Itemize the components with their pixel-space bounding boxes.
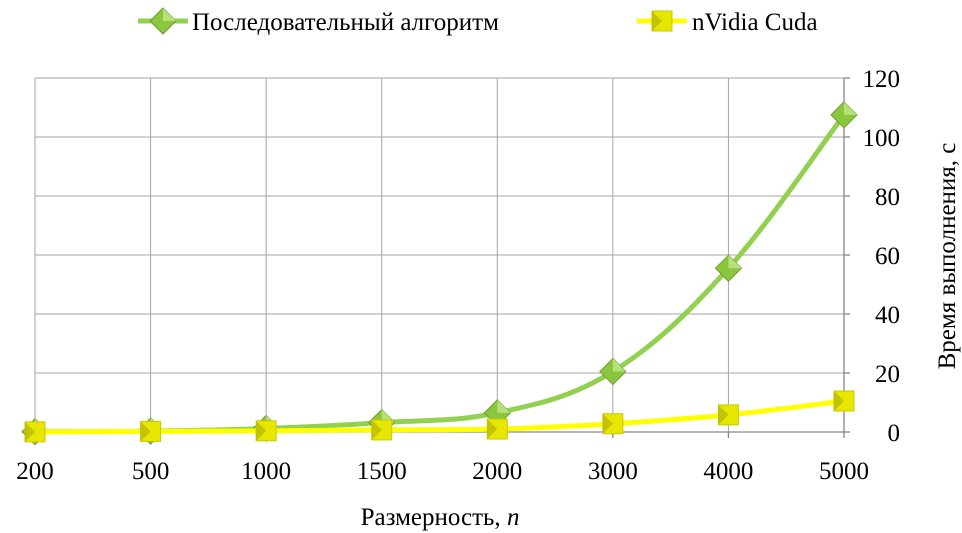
square-point-shade <box>25 421 35 442</box>
legend-label: nVidia Cuda <box>692 9 818 36</box>
x-axis-title-variable: n <box>507 504 520 531</box>
chart-legend: Последовательный алгоритм nVidia Cuda <box>138 7 818 36</box>
legend-item: Последовательный алгоритм <box>138 7 499 36</box>
chart-labels: 200 500 1000 1500 2000 3000 4000 5000 0 20 40 60 80 1… <box>16 66 961 531</box>
x-tick-label: 1500 <box>357 458 407 485</box>
x-axis-title: Размерность, n <box>361 504 520 531</box>
diamond-point-highlight <box>163 8 176 21</box>
square-point-shade <box>718 404 729 425</box>
y-tick-label: 100 <box>863 125 901 152</box>
legend-item: nVidia Cuda <box>637 9 818 36</box>
square-point-shade <box>602 413 613 434</box>
diamond-point-highlight <box>381 409 395 423</box>
x-tick-label: 1000 <box>241 458 291 485</box>
diamond-point-highlight <box>612 358 626 372</box>
diamond-point-highlight <box>728 255 742 269</box>
square-point-shade <box>256 420 267 441</box>
y-tick-label: 20 <box>875 361 900 388</box>
x-tick-label: 3000 <box>588 458 638 485</box>
y-tick-label: 40 <box>875 302 900 329</box>
square-point-shade <box>140 421 151 442</box>
y-tick-label: 0 <box>888 420 901 447</box>
y-tick-label: 60 <box>875 243 900 270</box>
x-tick-label: 2000 <box>472 458 522 485</box>
diamond-point-highlight <box>497 399 511 413</box>
series-line <box>34 398 845 435</box>
chart-grid <box>34 77 845 432</box>
legend-label: Последовательный алгоритм <box>192 9 499 36</box>
square-point-shade <box>371 419 382 440</box>
x-axis-title-text: Размерность, <box>361 504 507 531</box>
diamond-point-highlight <box>844 101 857 115</box>
square-point-shade <box>487 419 498 440</box>
x-tick-label: 500 <box>132 458 170 485</box>
x-tick-label: 5000 <box>819 458 869 485</box>
x-tick-label: 200 <box>16 458 54 485</box>
square-point-shade <box>652 11 662 31</box>
y-axis-title: Время выполнения, с <box>934 143 961 370</box>
series-1 <box>24 390 855 443</box>
chart-series <box>21 101 858 446</box>
y-tick-label: 80 <box>875 184 900 211</box>
y-tick-label: 120 <box>863 66 901 93</box>
series-0 <box>21 101 858 446</box>
square-point-shade <box>834 391 844 412</box>
x-tick-label: 4000 <box>703 458 753 485</box>
